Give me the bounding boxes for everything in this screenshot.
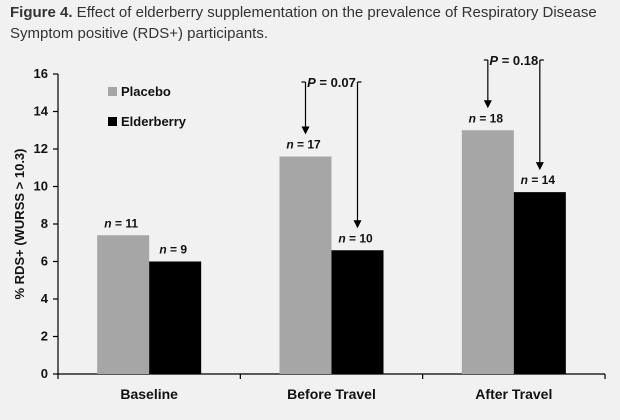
figure-label: Figure 4. xyxy=(10,4,73,21)
p-value-label: P = 0.18 xyxy=(489,53,538,68)
bar-n-label: n = 10 xyxy=(338,231,373,245)
bar-elderberry-baseline xyxy=(149,261,202,374)
bar-elderberry-after-travel xyxy=(513,192,566,374)
p-value-label: P = 0.07 xyxy=(307,75,356,90)
figure-caption: Figure 4. Effect of elderberry supplemen… xyxy=(10,2,610,44)
bar-n-label: n = 11 xyxy=(104,216,138,230)
arrowhead xyxy=(483,100,492,109)
y-tick-label: 14 xyxy=(34,104,49,119)
y-tick-label: 2 xyxy=(41,329,48,344)
chart-container: 0 2 4 6 8 10 12 14 16 % RDS+ (WURSS > 10.3) n = 11… xyxy=(0,48,620,420)
bar-chart: 0 2 4 6 8 10 12 14 16 % RDS+ (WURSS > 10.3) n = 11… xyxy=(12,53,606,402)
bar-n-label: n = 9 xyxy=(159,243,187,257)
bar-n-label: n = 18 xyxy=(469,111,504,125)
category-label: Baseline xyxy=(120,386,178,402)
y-tick-label: 12 xyxy=(34,141,48,156)
figure-caption-text: Effect of elderberry supplementation on … xyxy=(10,4,597,42)
legend-swatch-elderberry xyxy=(108,117,117,126)
y-tick-label: 16 xyxy=(34,66,48,81)
arrowhead xyxy=(301,126,310,135)
arrowhead xyxy=(353,220,362,229)
y-tick-label: 6 xyxy=(41,254,48,269)
bar-n-label: n = 14 xyxy=(521,173,556,187)
y-tick-label: 4 xyxy=(41,291,49,306)
bar-placebo-before-travel xyxy=(279,156,332,374)
bar-placebo-after-travel xyxy=(461,130,514,374)
y-axis-label: % RDS+ (WURSS > 10.3) xyxy=(12,149,27,300)
bar-elderberry-before-travel xyxy=(331,250,384,374)
y-tick-label: 0 xyxy=(41,366,48,381)
y-tick-label: 8 xyxy=(41,216,48,231)
category-label: Before Travel xyxy=(287,386,376,402)
arrowhead xyxy=(535,162,544,171)
legend-label-placebo: Placebo xyxy=(121,84,171,99)
legend-label-elderberry: Elderberry xyxy=(121,114,187,129)
bar-n-label: n = 17 xyxy=(286,138,321,152)
y-tick-label: 10 xyxy=(34,179,48,194)
legend-swatch-placebo xyxy=(108,87,117,96)
bar-placebo-baseline xyxy=(97,235,150,374)
category-label: After Travel xyxy=(475,386,552,402)
